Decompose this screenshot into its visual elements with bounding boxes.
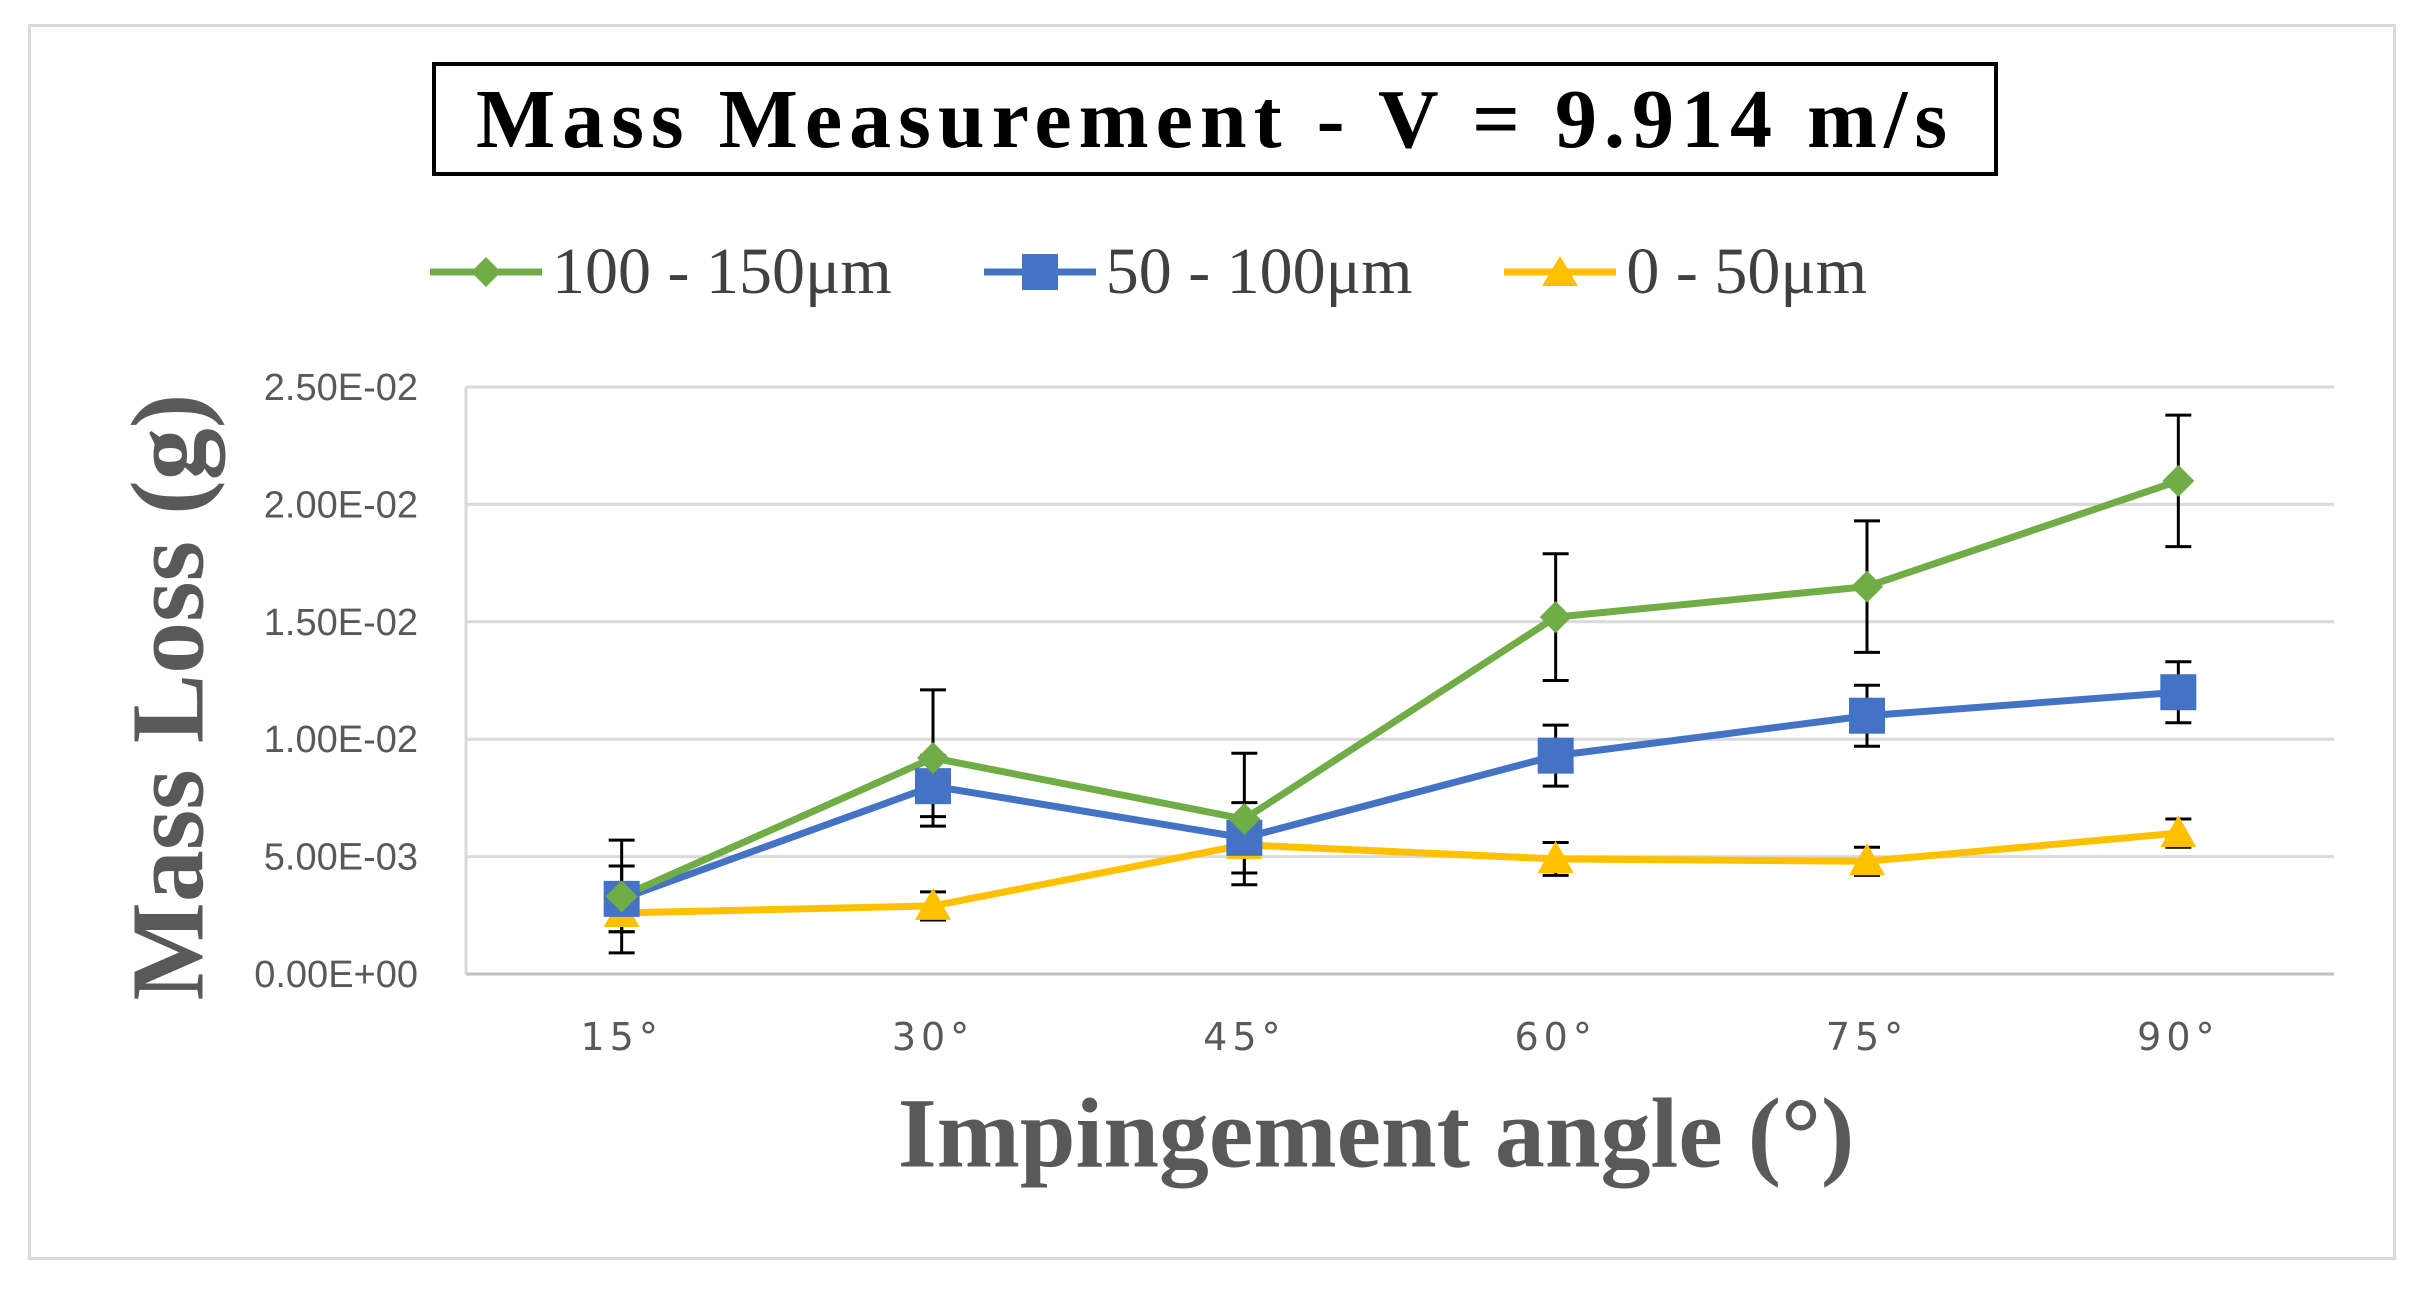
y-tick-label: 2.00E-02 [264, 484, 418, 526]
x-tick-label: 60° [1514, 1015, 1596, 1059]
data-point [2162, 464, 2195, 497]
data-point [2160, 674, 2197, 711]
series-line [620, 477, 2180, 900]
data-point [1849, 697, 1885, 734]
data-point [2160, 815, 2197, 848]
x-tick-label: 90° [2137, 1015, 2219, 1059]
data-point [1849, 843, 1885, 876]
x-tick-label: 75° [1826, 1015, 1908, 1059]
legend-swatch-triangle-icon [1504, 256, 1617, 286]
y-tick-label: 1.00E-02 [264, 719, 418, 761]
data-point [915, 887, 951, 920]
chart-frame [28, 24, 2396, 1260]
data-point [1539, 601, 1572, 634]
series-line [621, 829, 2179, 917]
legend-swatch-square-icon [983, 254, 1096, 290]
legend-item-0-50: 0 - 50μm [1504, 234, 1867, 310]
data-point [1537, 840, 1574, 873]
data-point [605, 880, 638, 913]
data-point [917, 741, 949, 774]
x-axis-label: Impingement angle (°) [897, 1077, 1855, 1189]
data-point [1851, 570, 1883, 603]
y-tick-label: 1.50E-02 [264, 602, 418, 644]
legend-label-50-100: 50 - 100μm [1105, 235, 1413, 308]
data-point [1537, 737, 1574, 774]
chart-title-box: Mass Measurement - V = 9.914 m/s [432, 62, 1998, 176]
legend-label-0-50: 0 - 50μm [1626, 235, 1868, 308]
x-tick-label: 45° [1203, 1015, 1285, 1059]
y-tick-label: 0.00E+00 [254, 954, 418, 996]
legend-label-100-150: 100 - 150μm [552, 235, 892, 308]
y-tick-label: 2.50E-02 [264, 367, 418, 409]
legend-item-50-100: 50 - 100μm [983, 234, 1413, 310]
y-axis-label: Mass Loss (g) [110, 393, 226, 1001]
x-tick-label: 15° [580, 1015, 662, 1059]
data-point [1228, 803, 1261, 836]
x-tick-label: 30° [892, 1015, 974, 1059]
legend-item-100-150: 100 - 150μm [430, 234, 892, 310]
series-line [620, 688, 2179, 903]
y-tick-label: 5.00E-03 [264, 837, 418, 879]
legend-swatch-diamond-icon [430, 257, 542, 287]
legend: 100 - 150μm 50 - 100μm 0 - 50μm [430, 222, 1959, 322]
data-point [915, 768, 951, 805]
chart-title: Mass Measurement - V = 9.914 m/s [475, 72, 1955, 166]
